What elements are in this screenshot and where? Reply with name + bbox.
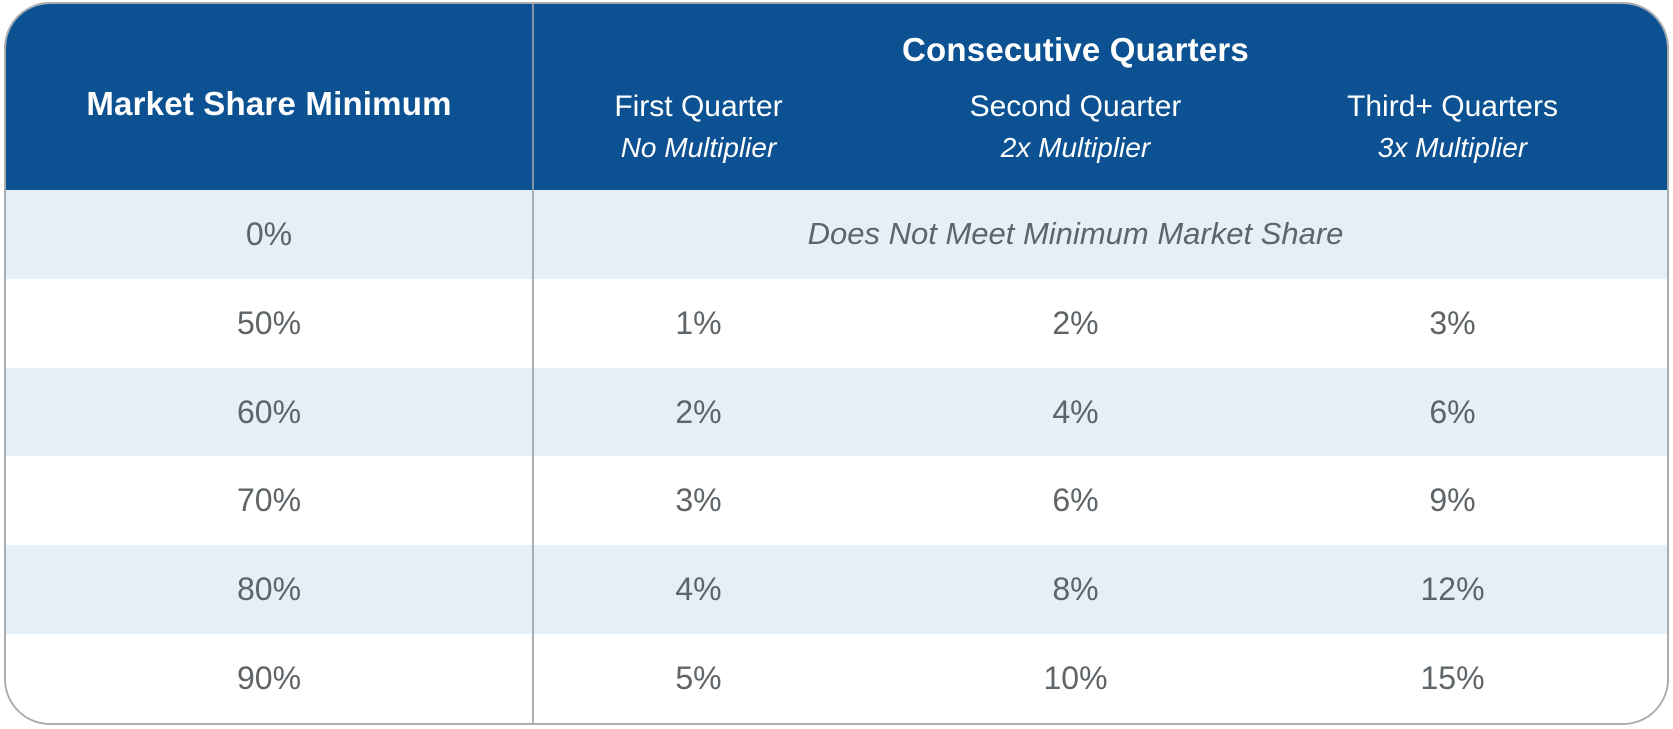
value-cell: 9% xyxy=(1429,482,1476,519)
consecutive-quarters-header-group: Consecutive Quarters First Quarter No Mu… xyxy=(532,4,1667,190)
table-row-80pct: 80% 4% 8% 12% xyxy=(6,545,1667,635)
value-cell: 6% xyxy=(1429,393,1476,430)
value-cell: 8% xyxy=(1052,571,1099,608)
column-header-first-quarter: First Quarter No Multiplier xyxy=(510,90,887,164)
row-values: 1% 2% 3% xyxy=(510,305,1641,342)
row-label: 70% xyxy=(236,482,302,519)
row-values: 4% 8% 12% xyxy=(510,571,1641,608)
row-values: 2% 4% 6% xyxy=(510,394,1641,431)
row-label: 60% xyxy=(236,393,302,430)
market-share-minimum-header: Market Share Minimum xyxy=(6,4,532,190)
second-quarter-multiplier: 2x Multiplier xyxy=(1000,132,1151,163)
row-label: 90% xyxy=(236,660,302,697)
column-divider xyxy=(532,4,534,723)
value-cell: 4% xyxy=(1052,393,1099,430)
column-header-second-quarter: Second Quarter 2x Multiplier xyxy=(887,90,1264,164)
market-share-minimum-label: Market Share Minimum xyxy=(86,85,452,122)
group-header-title: Consecutive Quarters xyxy=(902,31,1249,68)
value-cell: 12% xyxy=(1420,571,1485,608)
row-values: 5% 10% 15% xyxy=(510,660,1641,697)
column-header-third-quarters: Third+ Quarters 3x Multiplier xyxy=(1264,90,1641,164)
table-row-60pct: 60% 2% 4% 6% xyxy=(6,367,1667,457)
row-label: 0% xyxy=(245,215,293,252)
value-cell: 15% xyxy=(1420,660,1485,697)
value-cell: 3% xyxy=(675,482,722,519)
value-cell: 1% xyxy=(675,304,722,341)
value-cell: 3% xyxy=(1429,304,1476,341)
value-cell: 2% xyxy=(675,393,722,430)
incentive-multiplier-table: Market Share Minimum Consecutive Quarter… xyxy=(4,2,1669,725)
table-row-90pct: 90% 5% 10% 15% xyxy=(6,634,1667,723)
table-row-0pct: 0% Does Not Meet Minimum Market Share xyxy=(6,190,1667,279)
row-values: 3% 6% 9% xyxy=(510,482,1641,519)
value-cell: 6% xyxy=(1052,482,1099,519)
value-cell: 2% xyxy=(1052,304,1099,341)
quarter-column-headers: First Quarter No Multiplier Second Quart… xyxy=(510,90,1641,164)
table-header: Market Share Minimum Consecutive Quarter… xyxy=(6,4,1667,190)
row-label: 80% xyxy=(236,571,302,608)
row-label: 50% xyxy=(236,304,302,341)
table-body: 0% Does Not Meet Minimum Market Share 50… xyxy=(6,190,1667,723)
value-cell: 5% xyxy=(675,660,722,697)
third-quarters-multiplier: 3x Multiplier xyxy=(1377,132,1528,163)
value-cell: 10% xyxy=(1043,660,1108,697)
value-cell: 4% xyxy=(675,571,722,608)
first-quarter-title: First Quarter xyxy=(614,90,783,123)
table-row-70pct: 70% 3% 6% 9% xyxy=(6,456,1667,546)
first-quarter-multiplier: No Multiplier xyxy=(620,132,777,163)
third-quarters-title: Third+ Quarters xyxy=(1347,90,1558,123)
table-row-50pct: 50% 1% 2% 3% xyxy=(6,278,1667,368)
second-quarter-title: Second Quarter xyxy=(969,90,1182,123)
does-not-meet-cell: Does Not Meet Minimum Market Share xyxy=(807,216,1344,252)
